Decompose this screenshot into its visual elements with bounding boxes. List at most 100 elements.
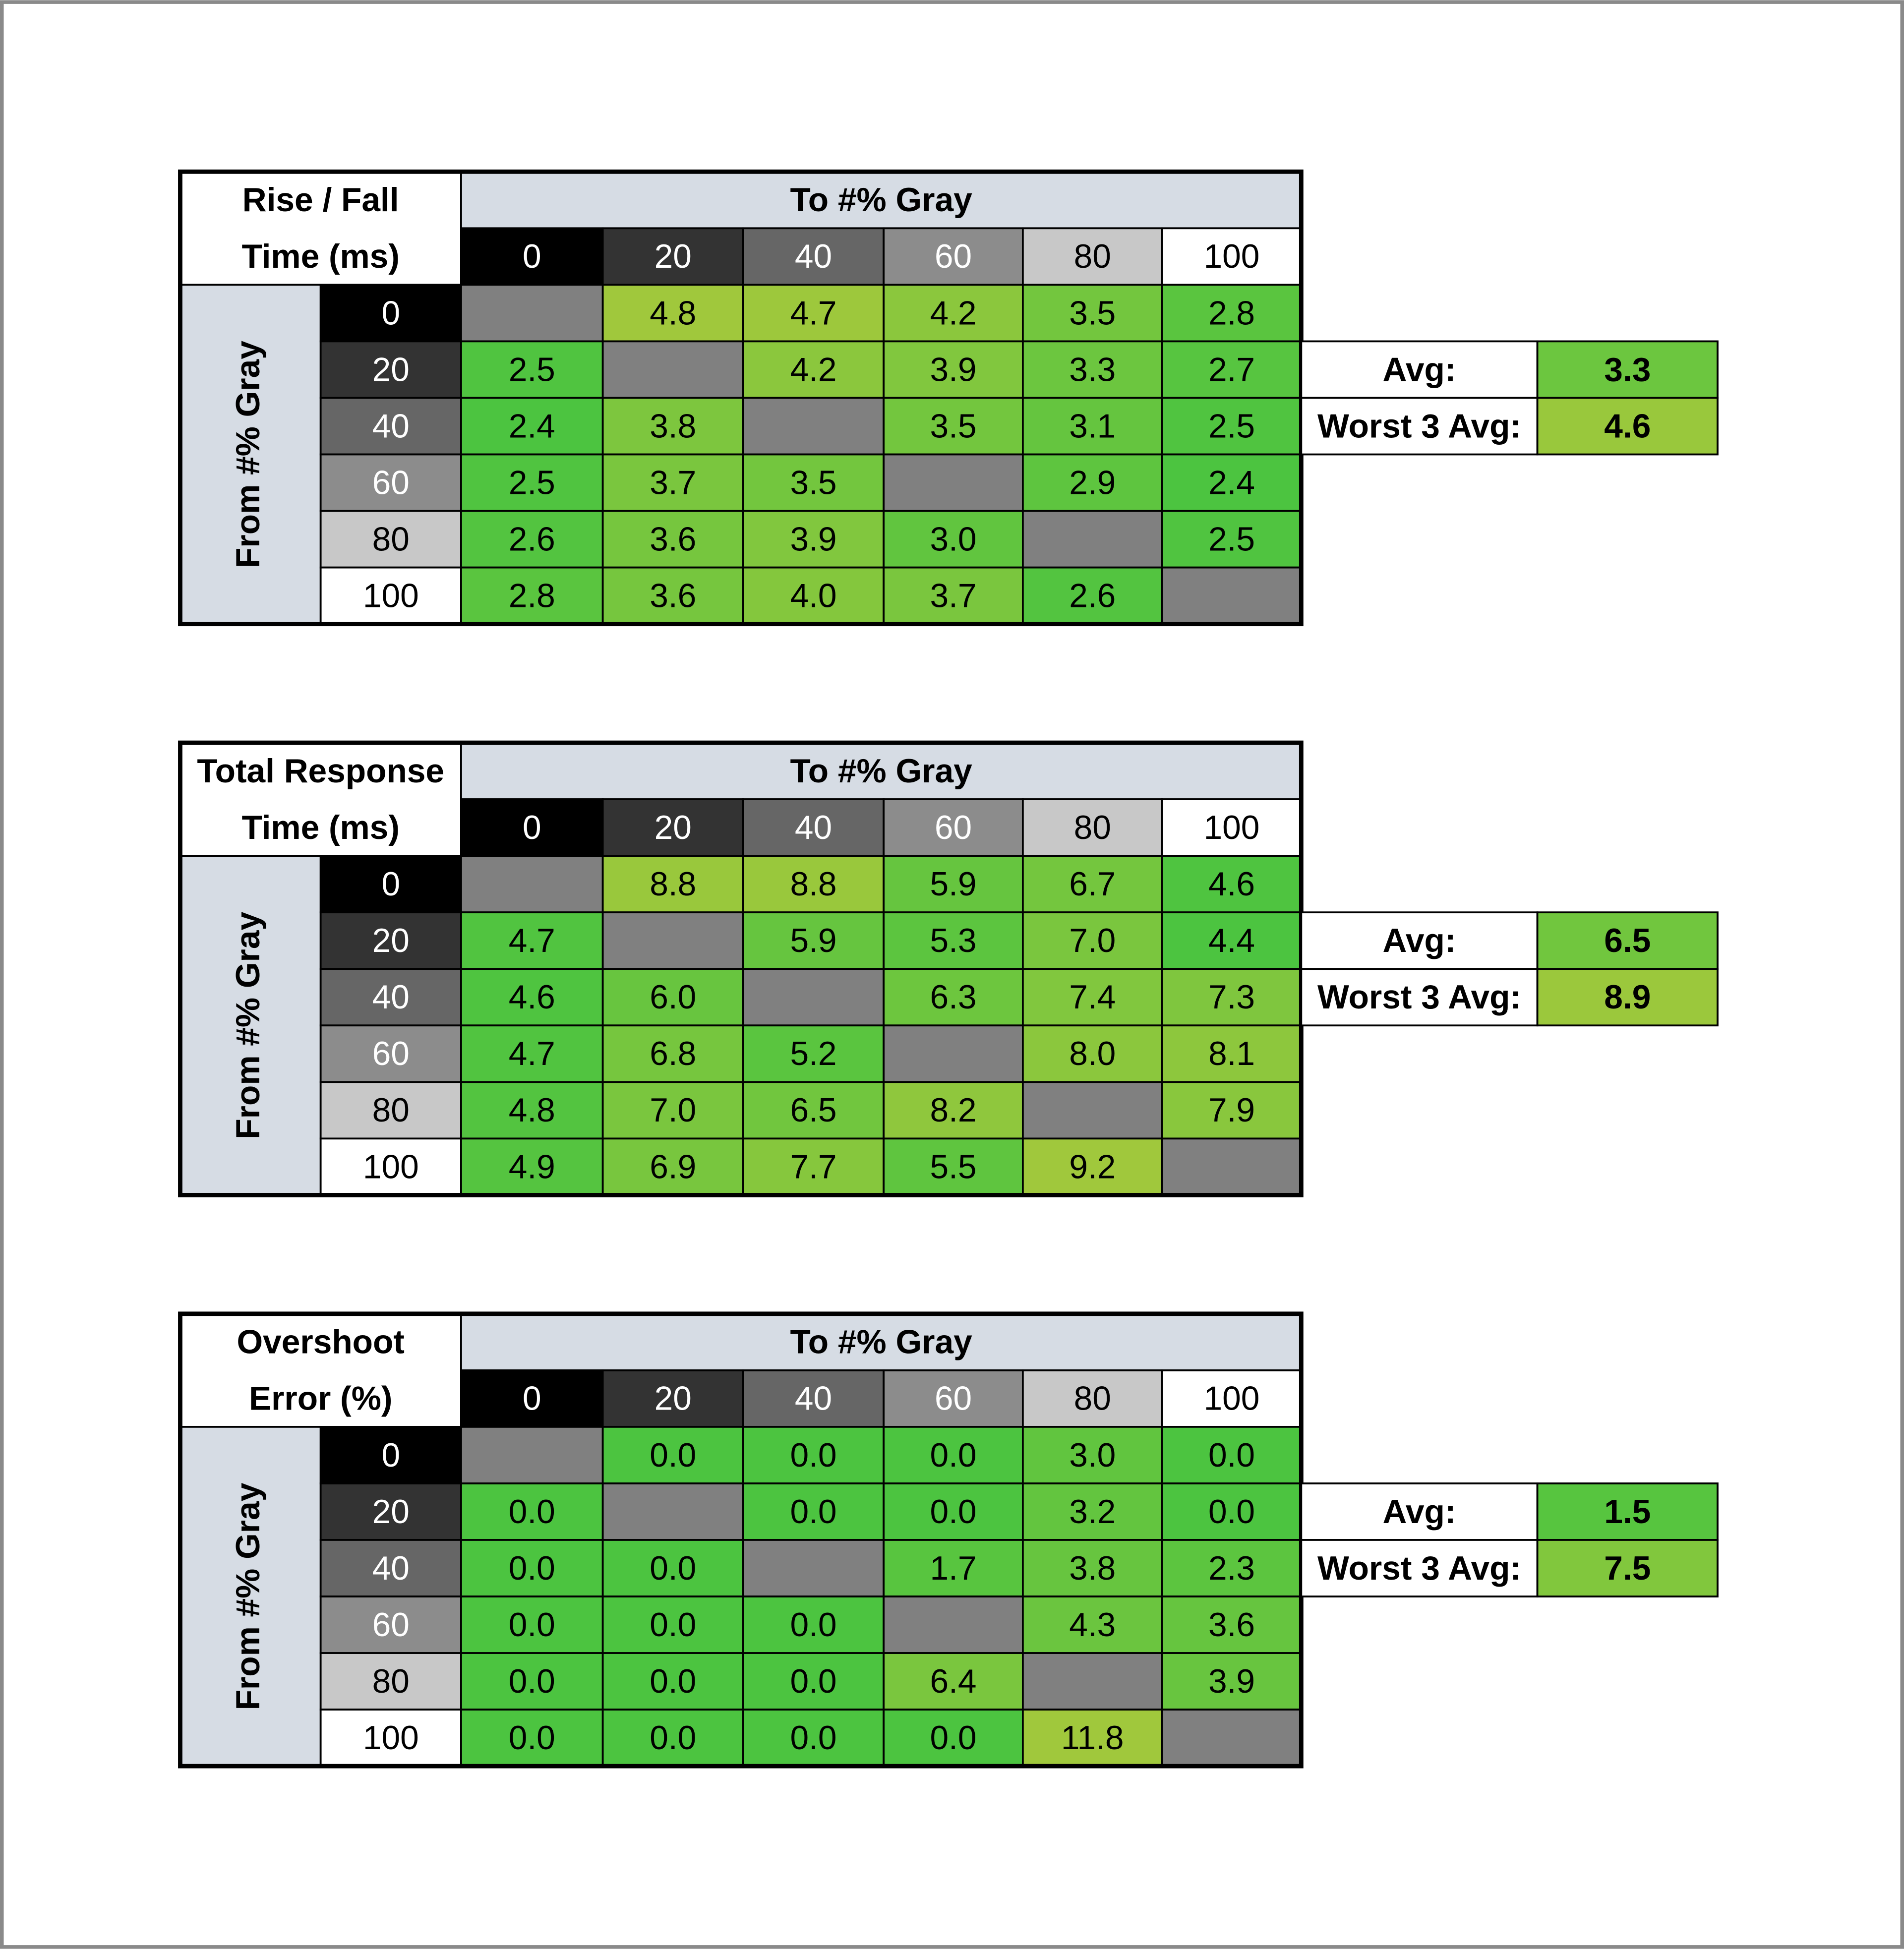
- cell-value: 3.6: [650, 521, 696, 558]
- empty-cell: [1161, 1137, 1303, 1196]
- row-label-cell: [319, 1137, 462, 1196]
- cell-value: 4.8: [650, 295, 696, 332]
- value-cell: [1161, 1652, 1303, 1711]
- row-label-cell: [319, 397, 462, 456]
- value-cell: [883, 566, 1024, 625]
- value-cell: [883, 284, 1024, 343]
- cell-value: 2.9: [1069, 464, 1116, 501]
- summary-label: Worst 3 Avg:: [1317, 979, 1521, 1016]
- cell-value: 0.0: [930, 1493, 976, 1531]
- title-cell: [179, 171, 462, 286]
- column-label-cell: [883, 1369, 1024, 1428]
- value-cell: [460, 566, 604, 625]
- column-label: 20: [654, 238, 692, 275]
- row-header: From #% Gray: [230, 1482, 267, 1710]
- column-label-cell: [460, 798, 604, 857]
- cell-value: 6.5: [790, 1092, 836, 1129]
- column-label: 40: [795, 809, 832, 846]
- column-label: 0: [523, 238, 541, 275]
- value-cell: [742, 1024, 885, 1083]
- cell-value: 0.0: [509, 1550, 555, 1587]
- row-label: 100: [363, 578, 419, 615]
- column-label-cell: [601, 798, 744, 857]
- cell-value: 2.8: [1208, 295, 1255, 332]
- summary-value: 7.5: [1604, 1550, 1651, 1587]
- cell-value: 8.8: [790, 866, 836, 903]
- row-label: 0: [381, 295, 400, 332]
- cell-value: 7.0: [650, 1092, 696, 1129]
- cell-value: 2.4: [1208, 464, 1255, 501]
- row-label: 60: [372, 1035, 410, 1072]
- value-cell: [460, 1539, 604, 1597]
- cell-value: 8.2: [930, 1092, 976, 1129]
- cell-value: 2.5: [1208, 408, 1255, 445]
- cell-value: 0.0: [509, 1606, 555, 1644]
- row-label: 40: [372, 1550, 410, 1587]
- summary-value: 6.5: [1604, 922, 1651, 959]
- cell-value: 1.7: [930, 1550, 976, 1587]
- cell-value: 2.6: [509, 521, 555, 558]
- column-header: To #% Gray: [790, 753, 973, 790]
- summary-value: 1.5: [1604, 1493, 1651, 1531]
- value-cell: [460, 911, 604, 970]
- row-label-cell: [319, 1539, 462, 1597]
- column-label: 40: [795, 1380, 832, 1417]
- cell-value: 4.6: [1208, 866, 1255, 903]
- cell-value: 5.2: [790, 1035, 836, 1072]
- summary-label-cell: [1300, 397, 1539, 456]
- value-cell: [1161, 284, 1303, 343]
- cell-value: 6.3: [930, 979, 976, 1016]
- value-cell: [601, 968, 744, 1027]
- column-label: 60: [935, 809, 972, 846]
- row-label-cell: [319, 1595, 462, 1654]
- column-label-cell: [742, 227, 885, 286]
- empty-cell: [1161, 1709, 1303, 1768]
- cell-value: 3.2: [1069, 1493, 1116, 1531]
- value-cell: [460, 1652, 604, 1711]
- cell-value: 2.3: [1208, 1550, 1255, 1587]
- cell-value: 5.9: [930, 866, 976, 903]
- column-label: 40: [795, 238, 832, 275]
- row-label: 0: [381, 1437, 400, 1474]
- table-title: Total Response: [197, 753, 444, 790]
- row-label-cell: [319, 1024, 462, 1083]
- cell-value: 0.0: [650, 1550, 696, 1587]
- value-cell: [460, 1709, 604, 1768]
- row-label-cell: [319, 1652, 462, 1711]
- summary-value-cell: [1536, 1539, 1719, 1597]
- summary-value-cell: [1536, 1482, 1719, 1541]
- cell-value: 3.7: [650, 464, 696, 501]
- column-label: 80: [1074, 1380, 1111, 1417]
- row-label-cell: [319, 911, 462, 970]
- value-cell: [1161, 340, 1303, 399]
- empty-cell: [460, 284, 604, 343]
- empty-cell: [883, 453, 1024, 512]
- cell-value: 7.7: [790, 1148, 836, 1185]
- empty-cell: [883, 1595, 1024, 1654]
- column-label: 60: [935, 238, 972, 275]
- summary-label: Avg:: [1383, 1493, 1456, 1531]
- cell-value: 3.6: [650, 578, 696, 615]
- cell-value: 2.6: [1069, 578, 1116, 615]
- cell-value: 0.0: [650, 1606, 696, 1644]
- summary-value-cell: [1536, 911, 1719, 970]
- cell-value: 4.2: [790, 351, 836, 388]
- row-label: 80: [372, 521, 410, 558]
- value-cell: [1021, 1595, 1163, 1654]
- value-cell: [460, 1482, 604, 1541]
- table-title: Time (ms): [242, 809, 400, 846]
- value-cell: [1021, 855, 1163, 914]
- table-title: Overshoot: [237, 1324, 405, 1361]
- cell-value: 6.8: [650, 1035, 696, 1072]
- column-label: 60: [935, 1380, 972, 1417]
- value-cell: [460, 1137, 604, 1196]
- row-label: 40: [372, 408, 410, 445]
- value-cell: [601, 1595, 744, 1654]
- cell-value: 3.0: [1069, 1437, 1116, 1474]
- value-cell: [601, 1024, 744, 1083]
- row-label: 0: [381, 866, 400, 903]
- cell-value: 0.0: [650, 1437, 696, 1474]
- table-title: Error (%): [249, 1380, 392, 1417]
- empty-cell: [601, 1482, 744, 1541]
